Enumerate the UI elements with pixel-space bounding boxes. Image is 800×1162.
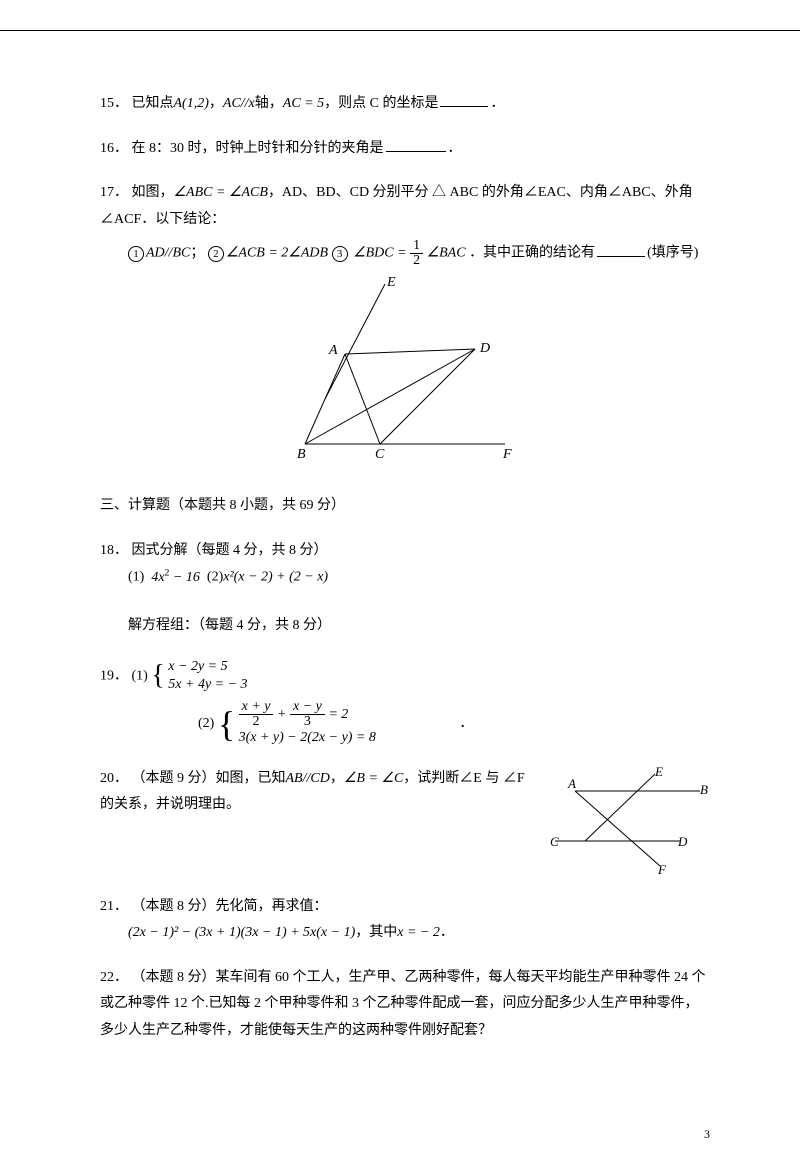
blank [597, 242, 645, 257]
q18-sub: 解方程组：（每题 4 分，共 8 分） [100, 613, 710, 640]
q17-figure: E A D B C F [100, 274, 710, 475]
q17-conclusions: 1AD//BC； 2∠ACB = 2∠ADB 3 ∠BDC = 12 ∠BAC … [100, 239, 710, 268]
circle-1: 1 [128, 246, 144, 262]
svg-text:D: D [677, 834, 688, 849]
fraction-half: 12 [410, 239, 423, 268]
svg-text:F: F [657, 862, 667, 876]
q15-cond: AC//x [223, 96, 255, 111]
q18-title: 因式分解（每题 4 分，共 8 分） [132, 543, 328, 558]
svg-text:A: A [567, 776, 576, 791]
q15-num: 15． [100, 96, 128, 111]
svg-text:E: E [386, 275, 396, 290]
triangle-diagram: E A D B C F [275, 274, 535, 464]
svg-text:C: C [375, 447, 385, 462]
blank [440, 92, 488, 107]
q17-eq1: ∠ABC = ∠ACB [174, 185, 268, 200]
question-19: 19． (1) { x − 2y = 5 5x + 4y = − 3 (2) {… [100, 658, 710, 748]
svg-text:B: B [700, 782, 708, 797]
parallelogram-diagram: A B C D E F [550, 766, 710, 876]
svg-text:F: F [502, 447, 512, 462]
q18-num: 18． [100, 543, 128, 558]
svg-text:B: B [297, 447, 306, 462]
question-20: 20． （本题 9 分）如图，已知AB//CD，∠B = ∠C，试判断∠E 与 … [100, 766, 710, 876]
q19-system1: x − 2y = 5 5x + 4y = − 3 [168, 658, 247, 694]
brace-icon: { [218, 706, 235, 742]
q19-part2: (2) { x + y2 + x − y3 = 2 3(x + y) − 2(2… [170, 700, 710, 747]
brace-icon: { [151, 662, 164, 690]
q21-expr: (2x − 1)² − (3x + 1)(3x − 1) + 5x(x − 1)… [100, 920, 710, 947]
question-22: 22． （本题 8 分）某车间有 60 个工人，生产甲、乙两种零件，每人每天平均… [100, 965, 710, 1045]
question-17: 17． 如图，∠ABC = ∠ACB，AD、BD、CD 分别平分 △ ABC 的… [100, 180, 710, 475]
question-18: 18． 因式分解（每题 4 分，共 8 分） (1) 4x2 − 16 (2)x… [100, 538, 710, 640]
svg-text:E: E [654, 766, 663, 779]
q22-text: （本题 8 分）某车间有 60 个工人，生产甲、乙两种零件，每人每天平均能生产甲… [100, 970, 706, 1038]
circle-2: 2 [208, 246, 224, 262]
question-21: 21． （本题 8 分）先化简，再求值： (2x − 1)² − (3x + 1… [100, 894, 710, 947]
q20-num: 20． [100, 771, 128, 786]
question-15: 15． 已知点A(1,2)，AC//x轴，AC = 5，则点 C 的坐标是． [100, 91, 710, 118]
section-3-heading: 三、计算题（本题共 8 小题，共 69 分） [100, 493, 710, 520]
svg-text:D: D [479, 341, 490, 356]
q22-num: 22． [100, 970, 128, 985]
page-number: 3 [704, 1127, 710, 1142]
svg-text:C: C [550, 834, 559, 849]
blank [386, 137, 446, 152]
q18-parts: (1) 4x2 − 16 (2)x²(x − 2) + (2 − x) [100, 564, 710, 591]
q19-system2: x + y2 + x − y3 = 2 3(x + y) − 2(2x − y)… [239, 700, 376, 747]
q16-num: 16． [100, 141, 128, 156]
q15-ac: AC = 5 [283, 96, 324, 111]
q15-pointA: A(1,2) [174, 96, 209, 111]
q15-pre: 已知点 [132, 96, 174, 111]
svg-text:A: A [328, 343, 338, 358]
q21-num: 21． [100, 899, 128, 914]
circle-3: 3 [332, 246, 348, 262]
question-16: 16． 在 8：30 时，时钟上时针和分针的夹角是． [100, 136, 710, 163]
q16-text: 在 8：30 时，时钟上时针和分针的夹角是 [132, 141, 384, 156]
q19-num: 19． [100, 668, 128, 683]
q17-num: 17． [100, 185, 128, 200]
